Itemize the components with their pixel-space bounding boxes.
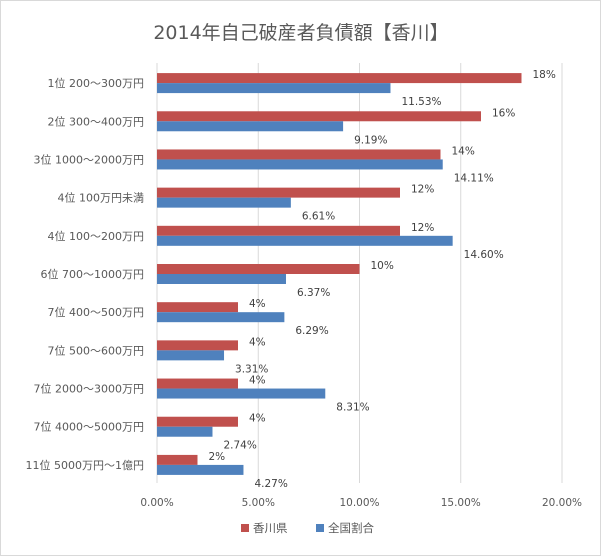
data-label-kagawa: 4% [249, 413, 266, 425]
data-label-national: 14.11% [454, 172, 494, 184]
x-tick-label: 20.00% [542, 497, 582, 509]
data-label-kagawa: 10% [371, 260, 394, 272]
bar-national [157, 426, 213, 437]
category-label: 1位 200～300万円 [48, 76, 145, 90]
legend-label-kagawa: 香川県 [253, 521, 288, 535]
bar-kagawa [157, 264, 360, 274]
bar-kagawa [157, 340, 238, 351]
chart-title: 2014年自己破産者負債額【香川】 [153, 22, 448, 44]
data-label-kagawa: 12% [411, 184, 434, 196]
bar-kagawa [157, 454, 198, 465]
category-label: 4位 100～200万円 [48, 229, 145, 243]
category-label: 7位 400～500万円 [48, 305, 145, 319]
data-label-national: 14.60% [464, 249, 504, 261]
category-label: 4位 100万円未満 [58, 191, 145, 205]
category-label: 3位 1000～2000万円 [34, 152, 144, 166]
category-label: 7位 4000～5000万円 [34, 420, 144, 434]
bar-national [157, 312, 285, 323]
data-label-national: 6.61% [302, 211, 335, 223]
bar-national [157, 197, 291, 208]
data-label-national: 3.31% [235, 363, 268, 375]
data-label-kagawa: 2% [209, 451, 226, 463]
category-label: 2位 300～400万円 [48, 114, 145, 128]
x-tick-label: 15.00% [441, 497, 481, 509]
data-label-kagawa: 16% [492, 107, 515, 119]
bar-national [157, 235, 453, 246]
legend-swatch-kagawa [241, 524, 249, 532]
category-labels: 1位 200～300万円 2位 300～400万円 3位 1000～2000万円 4位… [26, 76, 145, 472]
bar-national [157, 464, 244, 475]
category-label: 7位 2000～3000万円 [34, 382, 144, 396]
bar-national [157, 388, 326, 399]
bar-national [157, 83, 391, 94]
legend-label-national: 全国割合 [328, 521, 374, 535]
x-tick-labels: 0.00% 5.00% 10.00% 15.00% 20.00% [140, 497, 582, 509]
bar-kagawa [157, 149, 441, 160]
bar-national [157, 121, 344, 132]
data-label-national: 9.19% [354, 134, 387, 146]
category-label: 6位 700～1000万円 [41, 267, 145, 281]
bar-kagawa [157, 378, 238, 389]
data-label-national: 2.74% [223, 440, 256, 452]
data-label-national: 11.53% [401, 96, 441, 108]
data-label-national: 6.29% [295, 325, 328, 337]
data-label-kagawa: 12% [411, 222, 434, 234]
bars: 18% 11.53% 16% 9.19% 14% 14.11% 12% 6.61% 12% 14.… [157, 69, 556, 490]
data-label-kagawa: 4% [249, 336, 266, 348]
x-tick-label: 5.00% [242, 497, 275, 509]
bar-national [157, 159, 443, 170]
category-label: 11位 5000万円～1億円 [26, 458, 145, 472]
category-label: 7位 500～600万円 [48, 343, 145, 357]
bar-national [157, 274, 286, 284]
legend-swatch-national [316, 524, 324, 532]
x-tick-label: 0.00% [140, 497, 173, 509]
legend: 香川県 全国割合 [241, 521, 374, 535]
data-label-kagawa: 18% [533, 69, 556, 81]
bar-kagawa [157, 225, 400, 236]
data-label-national: 4.27% [254, 478, 287, 490]
data-label-kagawa: 4% [249, 298, 266, 310]
data-label-kagawa: 14% [452, 145, 475, 157]
bar-kagawa [157, 111, 481, 122]
bar-kagawa [157, 73, 522, 84]
bar-kagawa [157, 416, 238, 427]
bar-kagawa [157, 302, 238, 313]
data-label-national: 8.31% [336, 402, 369, 414]
bar-national [157, 350, 225, 361]
bar-kagawa [157, 187, 400, 198]
x-tick-label: 10.00% [339, 497, 379, 509]
data-label-kagawa: 4% [249, 375, 266, 387]
data-label-national: 6.37% [297, 287, 330, 299]
